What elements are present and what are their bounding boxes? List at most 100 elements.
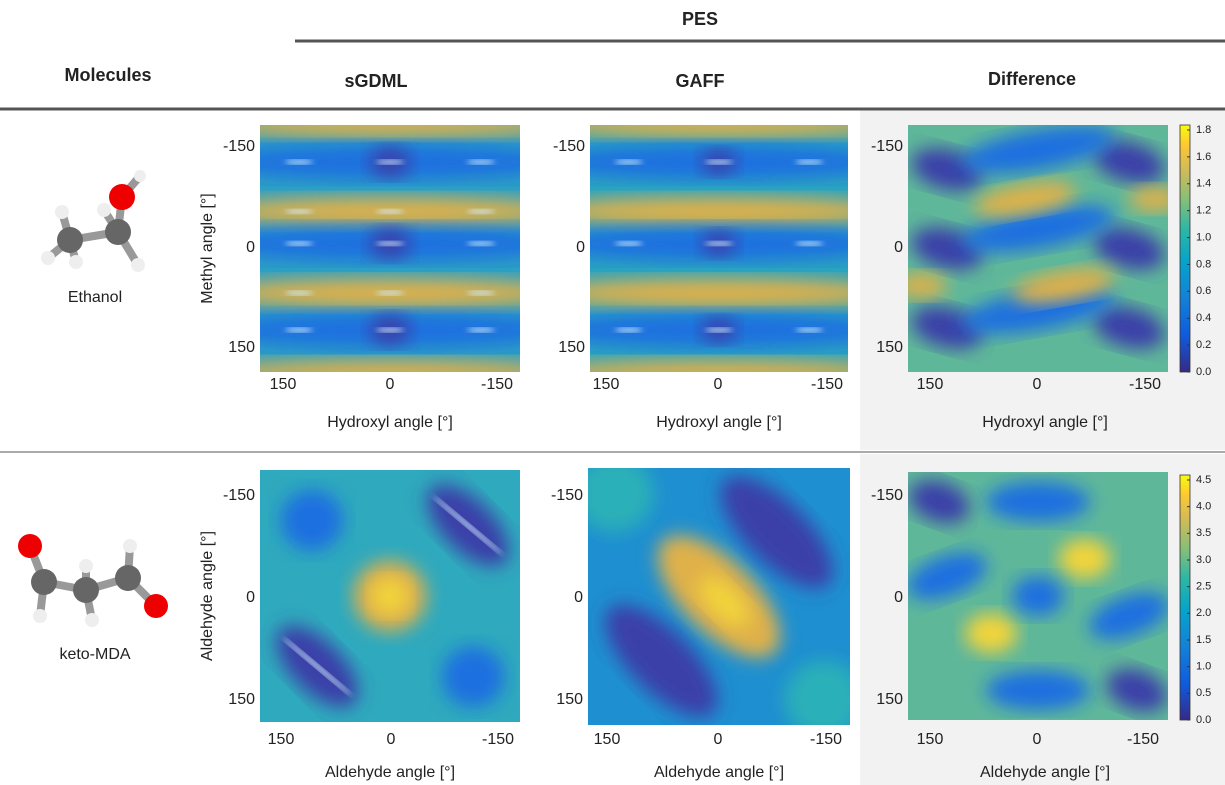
y-tick-label: 0: [576, 239, 585, 256]
heatmap: [590, 125, 848, 372]
highlight: [376, 328, 404, 333]
heatmap: [260, 470, 520, 722]
x-axis-label: Aldehyde angle [°]: [325, 764, 455, 781]
molecules-title: Molecules: [64, 65, 151, 85]
highlight: [285, 241, 313, 246]
colorbar-tick-label: 1.0: [1196, 661, 1211, 673]
y-tick-label: 150: [876, 691, 903, 708]
heatmap-blob: [442, 646, 505, 707]
y-tick-label: 150: [228, 339, 255, 356]
heatmap-blob: [784, 660, 850, 725]
highlight: [282, 637, 352, 696]
highlight: [467, 160, 495, 165]
x-tick-label: 0: [1033, 731, 1042, 748]
heatmap-blob: [1089, 592, 1168, 640]
heatmap-blob: [590, 359, 848, 372]
x-tick-label: -150: [481, 376, 513, 393]
heatmap-blob: [1093, 227, 1165, 270]
x-tick-label: 150: [917, 376, 944, 393]
highlight: [376, 241, 404, 246]
colorbar-tick-label: 1.0: [1196, 231, 1211, 243]
heatmap-blob: [605, 604, 718, 718]
y-tick-label: -150: [551, 487, 583, 504]
highlight: [705, 241, 733, 246]
highlight: [614, 160, 643, 165]
y-axis-label: Methyl angle [°]: [199, 193, 216, 303]
group-title: PES: [682, 9, 718, 29]
highlight: [705, 160, 733, 165]
heatmap-blob: [280, 490, 344, 551]
y-tick-label: -150: [553, 138, 585, 155]
y-axis-label: Aldehyde angle [°]: [199, 531, 216, 661]
x-axis-label: Hydroxyl angle [°]: [982, 414, 1108, 431]
heatmap-blob: [973, 181, 1077, 217]
x-tick-label: 0: [386, 376, 395, 393]
colorbar-tick-label: 3.5: [1196, 527, 1211, 539]
heatmap-blob: [1129, 186, 1168, 212]
colorbar: [1179, 124, 1191, 373]
x-tick-label: 150: [593, 376, 620, 393]
colorbar-tick-label: 1.4: [1196, 178, 1211, 190]
column-title: sGDML: [345, 71, 408, 91]
heatmap-blob: [699, 576, 750, 627]
heatmap: [260, 125, 520, 372]
heatmap-blob: [590, 278, 848, 308]
x-tick-label: 0: [387, 731, 396, 748]
x-tick-label: 0: [714, 731, 723, 748]
x-axis-label: Hydroxyl angle [°]: [656, 414, 782, 431]
heatmap-blob: [590, 196, 848, 227]
colorbar-tick-label: 4.5: [1196, 474, 1211, 486]
y-tick-label: 0: [894, 239, 903, 256]
molecule-name: keto-MDA: [59, 646, 130, 663]
ethanol-model: [41, 170, 146, 272]
x-tick-label: 150: [917, 731, 944, 748]
x-tick-label: -150: [482, 731, 514, 748]
heatmap-blob: [986, 481, 1090, 522]
heatmap-blob: [1093, 140, 1165, 184]
y-tick-label: 150: [876, 339, 903, 356]
colorbar-tick-label: 1.5: [1196, 634, 1211, 646]
colorbar-tick-label: 0.5: [1196, 687, 1211, 699]
colorbar-tick-label: 0.4: [1196, 312, 1211, 324]
highlight: [614, 241, 643, 246]
colorbar-tick-label: 0.0: [1196, 366, 1211, 378]
highlight: [795, 328, 824, 333]
highlight: [795, 160, 824, 165]
highlight: [376, 290, 404, 295]
highlight: [376, 160, 404, 165]
heatmap-blob: [965, 613, 1018, 654]
molecule-name: Ethanol: [68, 289, 122, 306]
y-tick-label: -150: [871, 138, 903, 155]
colorbar-tick-label: 0.0: [1196, 714, 1211, 726]
heatmap-blob: [588, 468, 654, 533]
x-tick-label: 0: [714, 376, 723, 393]
heatmap-blob: [1106, 668, 1167, 712]
y-tick-label: 0: [246, 589, 255, 606]
heatmap-blob: [260, 125, 520, 138]
y-tick-label: -150: [223, 487, 255, 504]
heatmap-blob: [371, 578, 409, 614]
x-axis-label: Aldehyde angle [°]: [980, 764, 1110, 781]
highlight: [705, 328, 733, 333]
colorbar-tick-label: 1.2: [1196, 205, 1211, 217]
colorbar-tick-label: 1.8: [1196, 124, 1211, 136]
y-tick-label: -150: [871, 487, 903, 504]
colorbar-tick-label: 0.6: [1196, 285, 1211, 297]
colorbar-tick-label: 0.2: [1196, 339, 1211, 351]
heatmap-blob: [961, 125, 1115, 174]
highlight: [467, 241, 495, 246]
colorbar-tick-label: 4.0: [1196, 501, 1211, 513]
highlight: [467, 328, 495, 333]
highlight: [467, 290, 495, 295]
highlight: [795, 241, 824, 246]
y-tick-label: 0: [246, 239, 255, 256]
heatmap-blob: [1093, 306, 1165, 349]
colorbar-tick-label: 1.6: [1196, 151, 1211, 163]
heatmap-blob: [260, 359, 520, 372]
y-tick-label: -150: [223, 138, 255, 155]
heatmap-blob: [961, 286, 1115, 334]
highlight: [285, 328, 313, 333]
highlight: [467, 209, 495, 214]
column-title: Difference: [988, 69, 1076, 89]
